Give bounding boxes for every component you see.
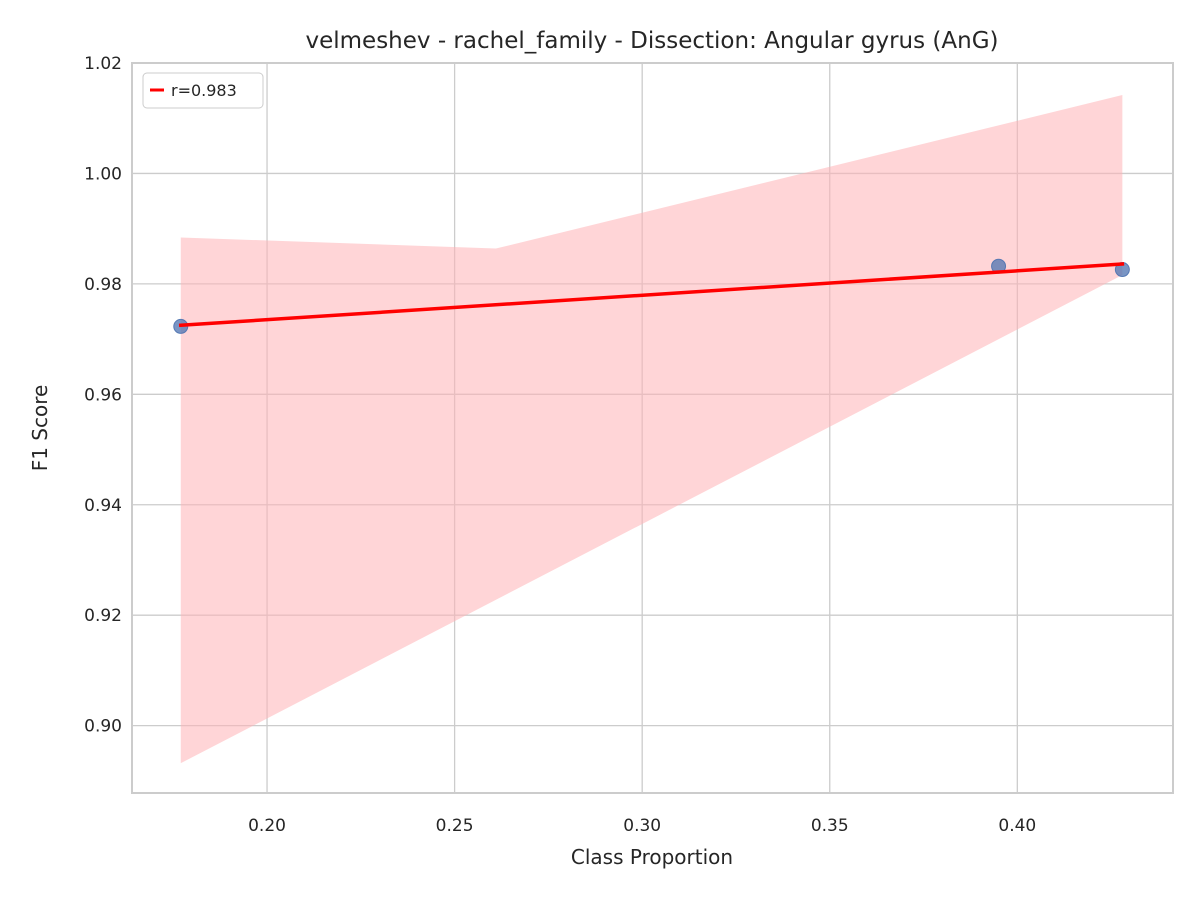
- x-tick-label: 0.20: [248, 816, 286, 836]
- confidence-band: [180, 95, 1123, 764]
- confidence-band-layer: [180, 95, 1123, 764]
- regression-line: [178, 262, 1125, 328]
- x-tick-label: 0.25: [436, 816, 474, 836]
- y-tick-label: 1.02: [84, 54, 122, 74]
- legend-label: r=0.983: [171, 81, 237, 100]
- regression-line-layer: [178, 262, 1125, 328]
- x-tick-label: 0.35: [811, 816, 849, 836]
- y-axis-label: F1 Score: [28, 385, 52, 472]
- plot-border: [131, 62, 1174, 794]
- legend-box: [142, 72, 264, 109]
- y-tick-label: 0.94: [84, 496, 122, 516]
- y-tick-label: 0.90: [84, 717, 122, 737]
- y-tick-label: 0.92: [84, 606, 122, 626]
- x-tick-label: 0.40: [998, 816, 1036, 836]
- y-tick-label: 1.00: [84, 164, 122, 184]
- x-axis-label: Class Proportion: [571, 845, 733, 869]
- legend: r=0.983: [142, 72, 264, 109]
- y-tick-label: 0.96: [84, 385, 122, 405]
- plot-frame: [131, 62, 1174, 794]
- x-tick-label: 0.30: [623, 816, 661, 836]
- y-tick-label: 0.98: [84, 275, 122, 295]
- y-tick-labels: 0.90 0.92 0.94 0.96 0.98 1.00 1.02: [84, 54, 122, 737]
- x-tick-labels: 0.20 0.25 0.30 0.35 0.40: [248, 816, 1036, 836]
- chart-title: velmeshev - rachel_family - Dissection: …: [305, 28, 998, 54]
